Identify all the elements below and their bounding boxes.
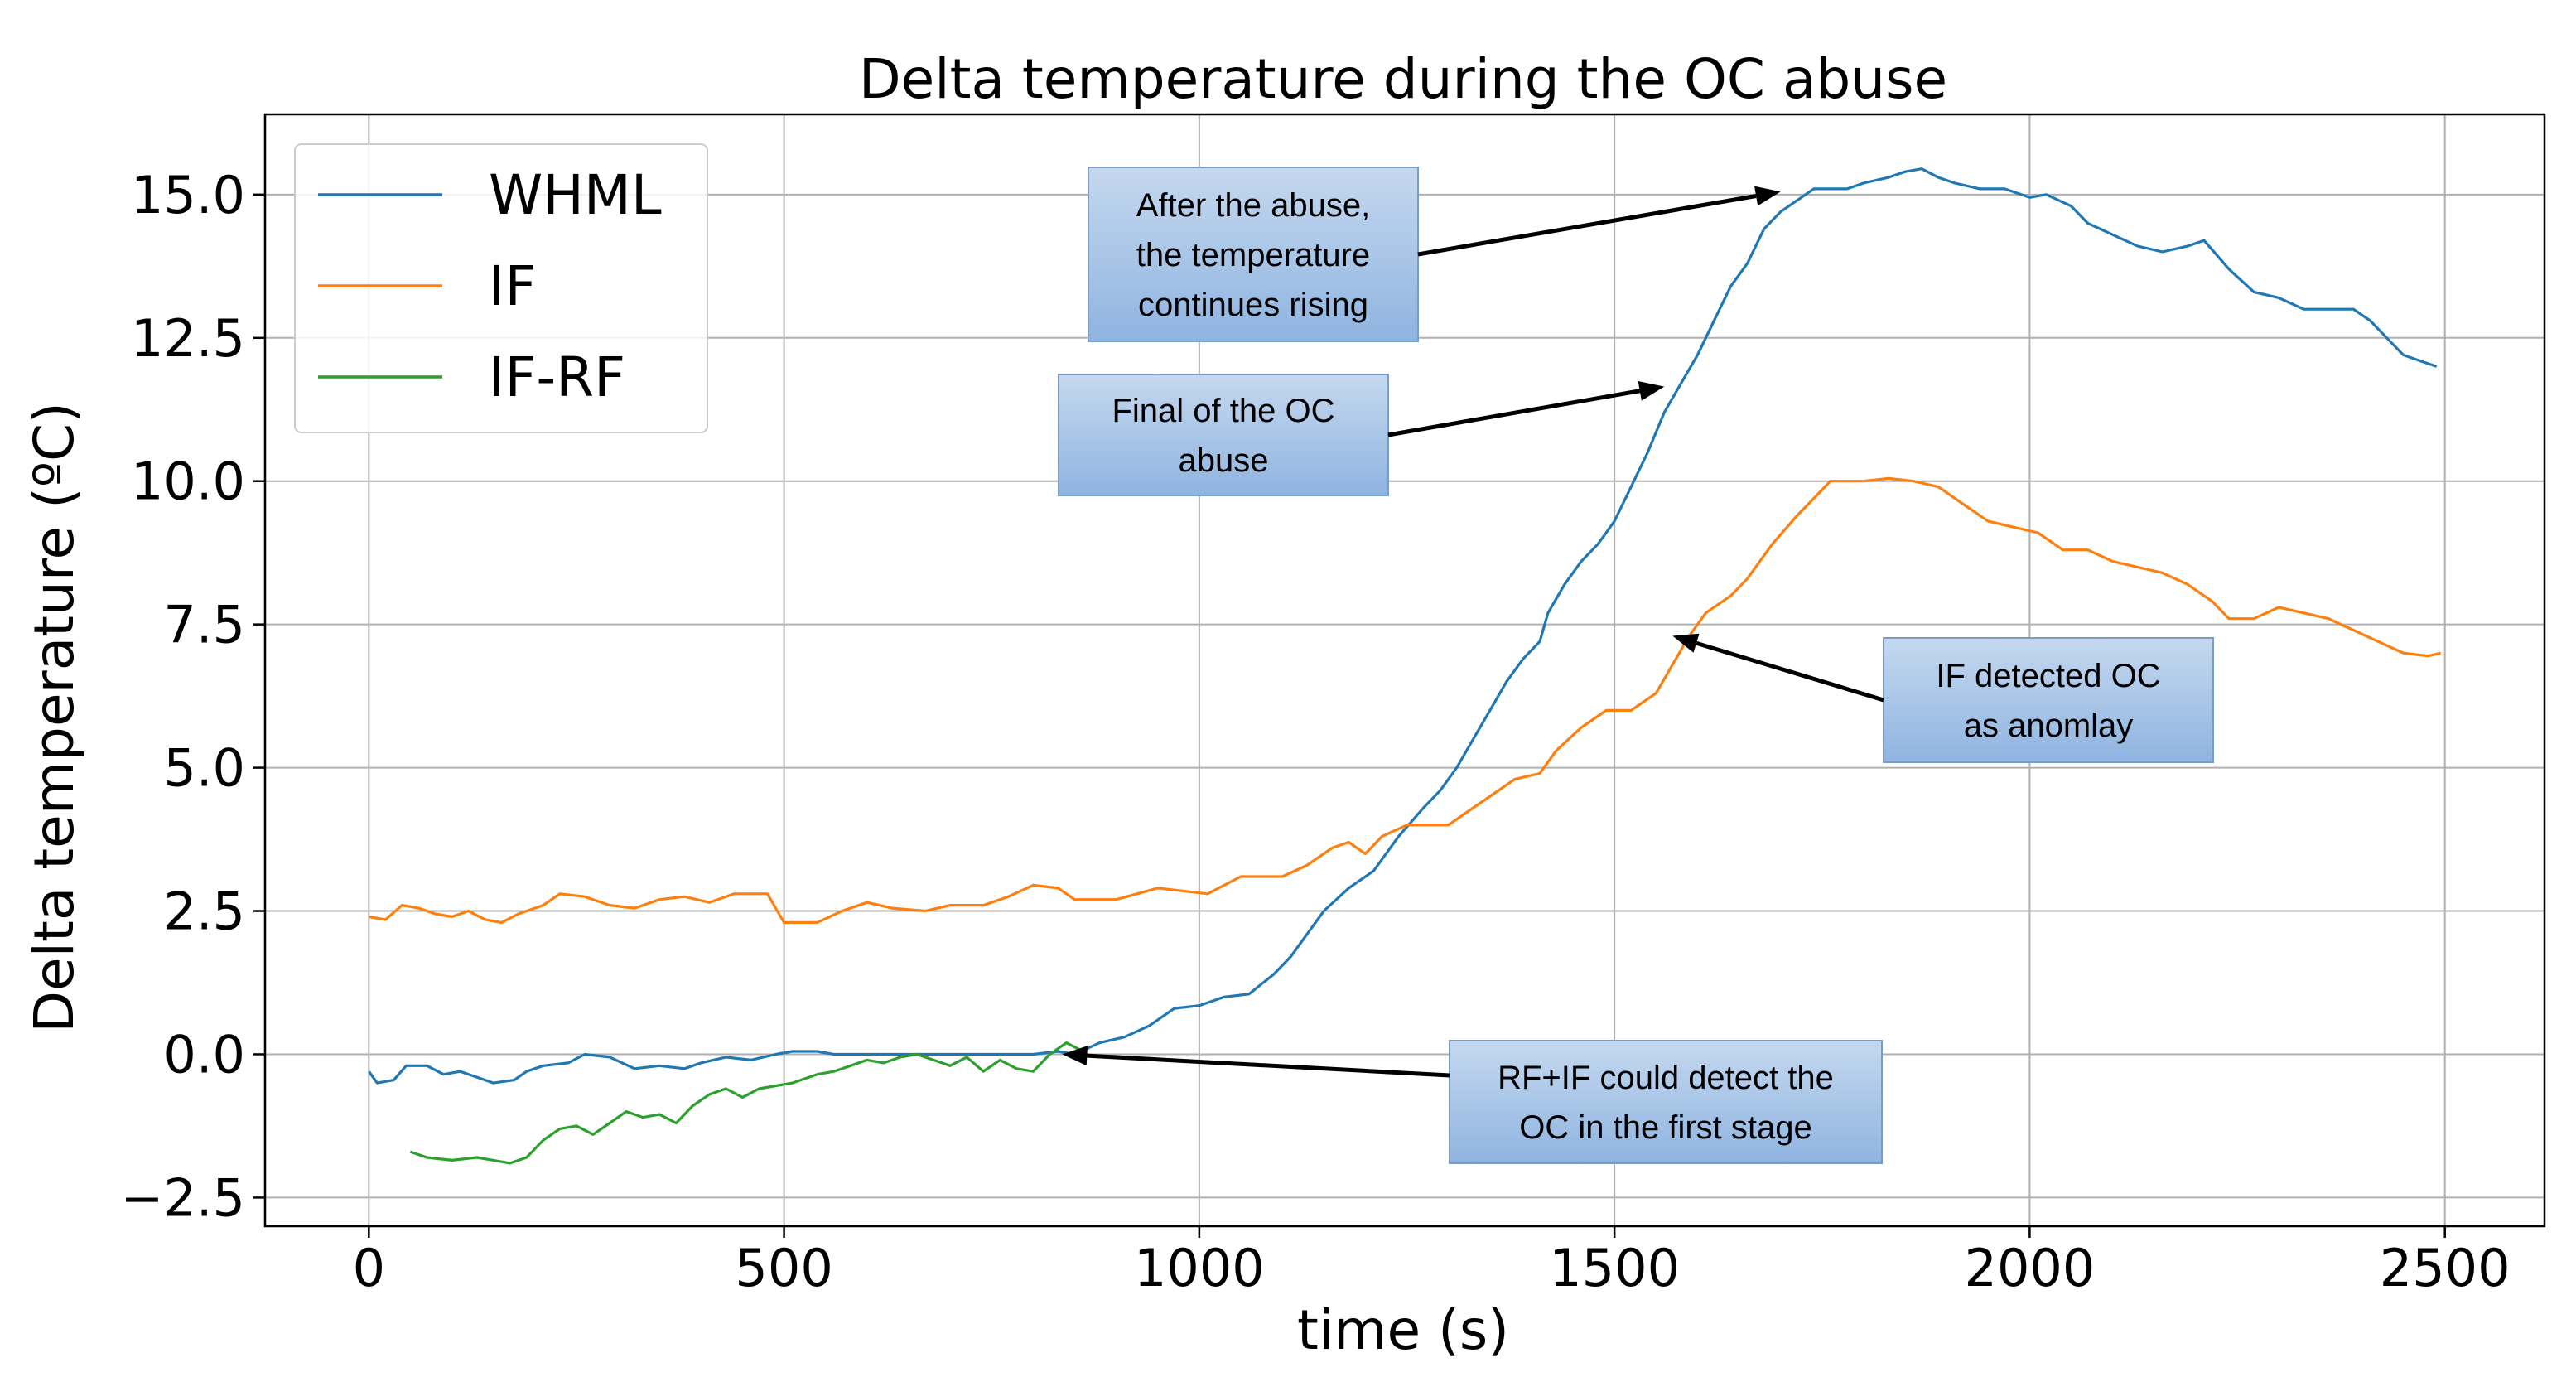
annotation-layer: After the abuse, the temperature continues…	[1058, 167, 2214, 1164]
annotation-callout: After the abuse, the temperature continues…	[1088, 167, 1781, 342]
annotation-arrowhead	[1062, 1046, 1088, 1066]
x-tick-label: 500	[735, 1238, 832, 1298]
x-tick-label: 1000	[1134, 1238, 1265, 1298]
x-tick-label: 2500	[2380, 1238, 2511, 1298]
legend-label-whml: WHML	[489, 163, 662, 227]
y-tick-label: 15.0	[131, 165, 245, 225]
annotation-box	[1449, 1040, 1883, 1164]
tick-layer: 0 500 1000 1500 2000 2500 −2.5 0.0 2.5 5.0 7.5 10.0…	[120, 165, 2510, 1298]
annotation-text: OC in the first stage	[1519, 1109, 1811, 1146]
x-tick-label: 1500	[1549, 1238, 1680, 1298]
x-tick-label: 0	[353, 1238, 385, 1298]
y-tick-label: 7.5	[163, 595, 245, 655]
y-axis-label: Delta temperature (ºC)	[22, 402, 86, 1033]
annotation-arrow	[1387, 389, 1641, 437]
legend-label-if-rf: IF-RF	[489, 345, 625, 409]
annotation-text: RF+IF could detect the	[1498, 1060, 1834, 1096]
annotation-arrow	[1696, 640, 1884, 703]
y-tick-label: 12.5	[131, 308, 245, 369]
y-tick-label: 5.0	[163, 738, 245, 799]
annotation-box	[1088, 167, 1419, 342]
annotation-box	[1883, 637, 2214, 763]
y-tick-label: 0.0	[163, 1024, 245, 1085]
annotation-text: continues rising	[1138, 287, 1368, 323]
annotation-text: IF detected OC	[1936, 658, 2160, 694]
annotation-text: Final of the OC	[1112, 393, 1334, 429]
series-line-if	[369, 476, 2442, 924]
annotation-arrowhead	[1638, 380, 1665, 401]
annotation-arrowhead	[1672, 633, 1700, 653]
annotation-box	[1058, 374, 1389, 496]
annotation-callout: Final of the OC abuse	[1058, 374, 1665, 496]
y-tick-label: −2.5	[120, 1167, 245, 1228]
annotation-arrowhead	[1754, 186, 1781, 206]
series-line-whml	[368, 167, 2438, 1085]
annotation-callout: IF detected OC as anomlay	[1672, 633, 2214, 763]
x-tick-label: 2000	[1965, 1238, 2096, 1298]
legend-label-if: IF	[489, 254, 536, 318]
series-line-if-rf	[409, 1041, 1084, 1165]
annotation-text: as anomlay	[1964, 708, 2134, 744]
annotation-text: abuse	[1179, 442, 1269, 479]
legend: WHML IF IF-RF	[294, 143, 708, 433]
series-layer	[368, 167, 2442, 1165]
annotation-callout: RF+IF could detect the OC in the first st…	[1062, 1040, 1883, 1164]
y-tick-label: 2.5	[163, 882, 245, 942]
x-axis-label: time (s)	[1297, 1298, 1509, 1362]
legend-box	[294, 143, 708, 433]
plot-frame	[263, 113, 2546, 1228]
annotation-text: After the abuse,	[1136, 187, 1370, 224]
annotation-text: the temperature	[1136, 237, 1370, 273]
y-tick-label: 10.0	[131, 452, 245, 512]
annotation-arrow	[1417, 194, 1757, 257]
chart-title: Delta temperature during the OC abuse	[859, 47, 1947, 111]
annotation-arrow	[1087, 1053, 1450, 1078]
